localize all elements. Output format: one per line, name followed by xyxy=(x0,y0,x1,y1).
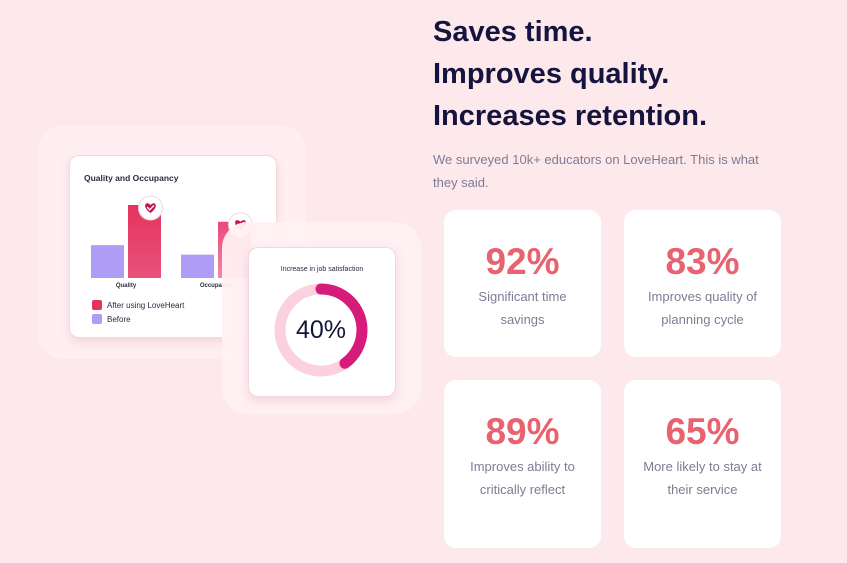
survey-subtitle: We surveyed 10k+ educators on LoveHeart.… xyxy=(433,152,759,190)
chart-legend: After using LoveHeart Before xyxy=(92,300,184,328)
stat-card-time-savings: 92% Significant time savings xyxy=(444,210,601,357)
chart-title: Quality and Occupancy xyxy=(84,173,179,183)
bar-before-occupancy xyxy=(181,254,214,278)
satisfaction-value: 40% xyxy=(295,315,347,344)
stat-card-critical-reflection: 89% Improves ability to critically refle… xyxy=(444,380,601,548)
legend-item-before: Before xyxy=(92,314,184,324)
stat-value: 83% xyxy=(665,241,740,282)
heart-badge-icon xyxy=(138,195,163,221)
legend-label-after: After using LoveHeart xyxy=(107,300,185,310)
stat-value: 65% xyxy=(665,411,740,452)
stat-card-retention: 65% More likely to stay at their service xyxy=(624,380,781,548)
legend-item-after: After using LoveHeart xyxy=(92,300,184,310)
headline-line-3: Increases retention. xyxy=(433,100,707,132)
legend-swatch-after xyxy=(92,300,102,310)
headline-line-2: Improves quality. xyxy=(433,58,670,90)
headline-line-1: Saves time. xyxy=(433,16,593,48)
stat-value: 89% xyxy=(485,411,560,452)
category-label-quality: Quality xyxy=(116,283,137,289)
legend-label-before: Before xyxy=(107,314,131,324)
stat-value: 92% xyxy=(485,241,560,282)
stat-card-planning-quality: 83% Improves quality of planning cycle xyxy=(624,210,781,357)
satisfaction-title: Increase in job satisfaction xyxy=(280,266,364,273)
category-label-occupancy: Occupancy xyxy=(200,283,233,289)
stat-label: Improves ability to critically reflect xyxy=(470,459,575,497)
headline: Saves time. Improves quality. Increases … xyxy=(433,11,707,137)
ring-progress xyxy=(274,283,368,377)
bar-before-quality xyxy=(91,245,124,278)
stat-label: Significant time savings xyxy=(478,289,567,327)
satisfaction-ring-chart xyxy=(274,283,368,377)
job-satisfaction-card: Increase in job satisfaction 40% xyxy=(248,247,396,397)
stat-label: More likely to stay at their service xyxy=(643,459,762,497)
stat-label: Improves quality of planning cycle xyxy=(647,289,758,327)
legend-swatch-before xyxy=(92,314,102,324)
